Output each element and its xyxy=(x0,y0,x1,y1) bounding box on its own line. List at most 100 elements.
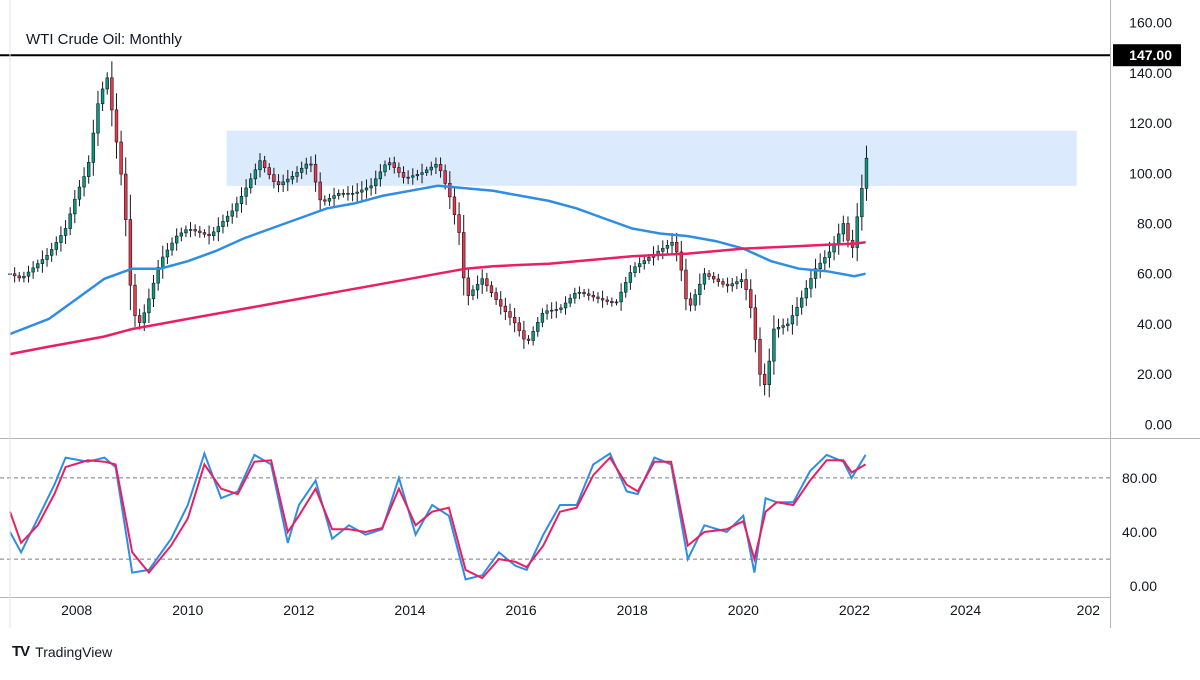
candle xyxy=(188,222,193,238)
candle-body xyxy=(466,277,471,296)
candle-body xyxy=(411,175,415,178)
candle-body xyxy=(799,297,804,308)
candle xyxy=(749,279,753,319)
candle-body xyxy=(503,305,508,312)
candle-body xyxy=(633,266,637,273)
candle-body xyxy=(855,216,859,248)
candle-body xyxy=(31,267,35,273)
candle-body xyxy=(679,251,683,271)
x-tick-label: 2024 xyxy=(950,602,981,618)
candle-body xyxy=(161,256,165,268)
candle-body xyxy=(286,178,290,183)
candle xyxy=(54,236,58,256)
candle xyxy=(221,214,225,234)
candle xyxy=(855,203,859,262)
candle xyxy=(244,179,248,205)
candle-body xyxy=(563,302,568,309)
moving-average-blue xyxy=(9,184,866,336)
candle-body xyxy=(267,167,271,175)
candle xyxy=(165,242,170,265)
candle-body xyxy=(438,164,443,172)
y-tick-label: 120.00 xyxy=(1129,115,1172,131)
candle xyxy=(813,258,818,289)
candle-body xyxy=(429,166,433,171)
candle xyxy=(568,294,572,308)
candle xyxy=(637,257,642,274)
candle xyxy=(587,288,591,301)
candle xyxy=(230,203,234,224)
candle-body xyxy=(119,141,123,175)
candle xyxy=(420,163,424,184)
candle xyxy=(795,297,799,326)
candle xyxy=(364,179,369,199)
candle xyxy=(401,166,406,184)
candle xyxy=(249,173,253,194)
candle-body xyxy=(170,242,174,251)
candle xyxy=(721,278,725,288)
candle xyxy=(776,318,781,338)
candle xyxy=(350,185,355,202)
candle-body xyxy=(147,298,151,314)
candle xyxy=(216,217,221,242)
candle-body xyxy=(374,178,378,187)
candle xyxy=(624,276,628,298)
candle-body xyxy=(614,301,619,304)
candle xyxy=(573,287,577,304)
candle xyxy=(610,297,614,307)
candle-body xyxy=(559,307,563,310)
candle xyxy=(96,90,100,146)
candle-body xyxy=(96,103,100,134)
candle xyxy=(457,202,461,245)
candle xyxy=(670,233,674,255)
candle xyxy=(22,271,26,283)
candle xyxy=(712,272,716,284)
candle-body xyxy=(744,279,748,290)
candle-body xyxy=(235,203,239,212)
candle xyxy=(151,274,156,308)
candle-body xyxy=(772,328,776,362)
candle xyxy=(374,170,378,195)
candle-body xyxy=(841,223,846,235)
candle-body xyxy=(725,283,730,287)
candle-body xyxy=(522,330,526,340)
candle-body xyxy=(87,162,91,177)
candle xyxy=(744,268,748,301)
candle-body xyxy=(82,176,86,188)
candle-body xyxy=(795,306,799,316)
candle xyxy=(276,174,281,193)
candle xyxy=(480,269,484,294)
candle-body xyxy=(68,213,72,229)
candle xyxy=(17,272,21,282)
candle xyxy=(438,157,443,178)
candle xyxy=(82,167,86,197)
candle xyxy=(591,291,596,302)
candle xyxy=(184,225,188,238)
candle xyxy=(494,287,498,305)
candle xyxy=(549,302,554,319)
candle xyxy=(179,227,183,242)
candle-body xyxy=(591,295,596,298)
candle xyxy=(563,296,568,315)
candle xyxy=(59,226,63,252)
candle-body xyxy=(674,241,679,253)
candle xyxy=(489,281,494,298)
candle xyxy=(462,214,466,296)
candle xyxy=(832,236,836,261)
candle-body xyxy=(100,88,105,105)
candle xyxy=(864,145,869,201)
candle-body xyxy=(378,171,383,180)
candle xyxy=(299,161,304,180)
candle-body xyxy=(151,282,156,300)
candle xyxy=(119,130,123,186)
x-tick-label: 2010 xyxy=(172,602,203,618)
candle-body xyxy=(512,316,517,324)
candle xyxy=(124,157,128,237)
candle-body xyxy=(864,157,869,189)
candle-body xyxy=(369,185,373,189)
candle-body xyxy=(642,260,646,264)
candle-body xyxy=(258,160,262,171)
candle-body xyxy=(526,338,531,341)
candle-body xyxy=(281,181,285,186)
brand-name: TradingView xyxy=(35,643,113,660)
candle xyxy=(45,248,49,267)
